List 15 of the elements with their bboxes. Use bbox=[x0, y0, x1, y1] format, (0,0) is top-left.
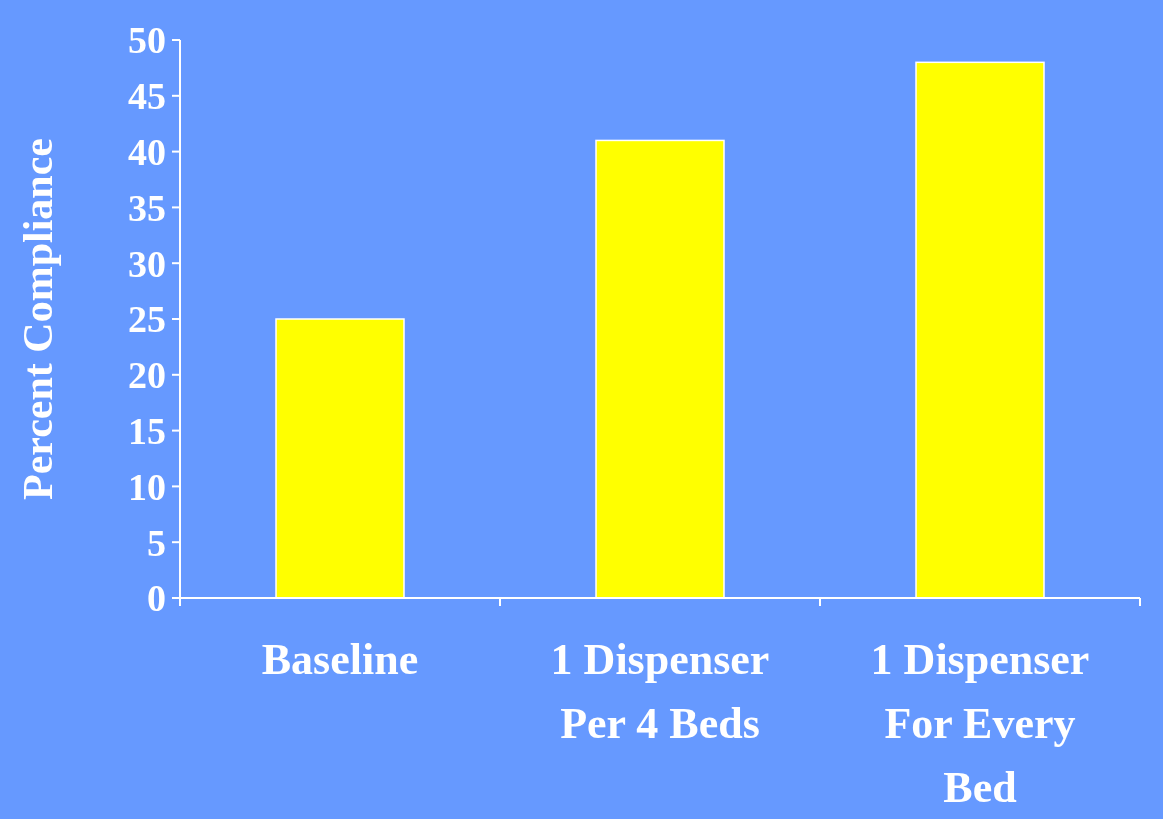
y-tick-label: 45 bbox=[128, 75, 166, 118]
y-tick-label: 40 bbox=[128, 130, 166, 173]
y-tick-label: 0 bbox=[147, 577, 166, 620]
x-tick-label: 1 Dispenser Per 4 Beds bbox=[550, 635, 770, 748]
y-tick-label: 15 bbox=[128, 409, 166, 452]
x-tick-label: 1 Dispenser For Every Bed bbox=[870, 635, 1090, 812]
y-tick-label: 30 bbox=[128, 242, 166, 285]
y-tick-label: 50 bbox=[128, 19, 166, 62]
y-tick-label: 5 bbox=[147, 521, 166, 564]
y-tick-label: 10 bbox=[128, 465, 166, 508]
y-tick-label: 25 bbox=[128, 298, 166, 341]
y-axis-title: Percent Compliance bbox=[15, 138, 61, 500]
y-tick-label: 20 bbox=[128, 354, 166, 397]
y-tick-label: 35 bbox=[128, 186, 166, 229]
x-tick-label: Baseline bbox=[261, 635, 419, 684]
